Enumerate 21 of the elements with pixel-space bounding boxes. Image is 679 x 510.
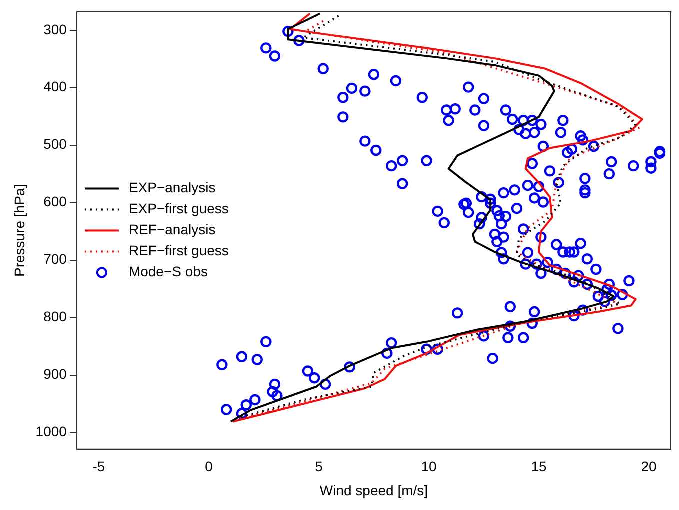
legend-label: EXP−first guess — [128, 200, 229, 217]
y-tick-label: 600 — [44, 194, 68, 210]
y-tick-label: 300 — [44, 21, 68, 38]
legend-label: REF−first guess — [128, 242, 229, 259]
legend-label: Mode−S obs — [128, 264, 208, 280]
y-tick-label: 500 — [44, 136, 68, 152]
legend-label: EXP−analysis — [128, 180, 216, 196]
y-tick-label: 1000 — [36, 424, 68, 440]
y-axis-title: Pressure [hPa] — [11, 184, 28, 278]
x-tick-label: 5 — [315, 458, 324, 475]
x-tick-label: 0 — [205, 458, 214, 475]
y-tick-label: 800 — [44, 308, 68, 325]
legend-label: REF−analysis — [128, 222, 216, 238]
y-tick-label: 700 — [44, 251, 68, 268]
x-tick-label: 20 — [641, 458, 657, 475]
y-tick-label: 400 — [44, 78, 68, 95]
x-tick-label: 10 — [421, 458, 437, 475]
x-tick-label: -5 — [92, 458, 106, 475]
x-axis-title: Wind speed [m/s] — [320, 482, 428, 498]
y-tick-label: 900 — [44, 366, 68, 382]
x-tick-label: 15 — [531, 458, 547, 475]
